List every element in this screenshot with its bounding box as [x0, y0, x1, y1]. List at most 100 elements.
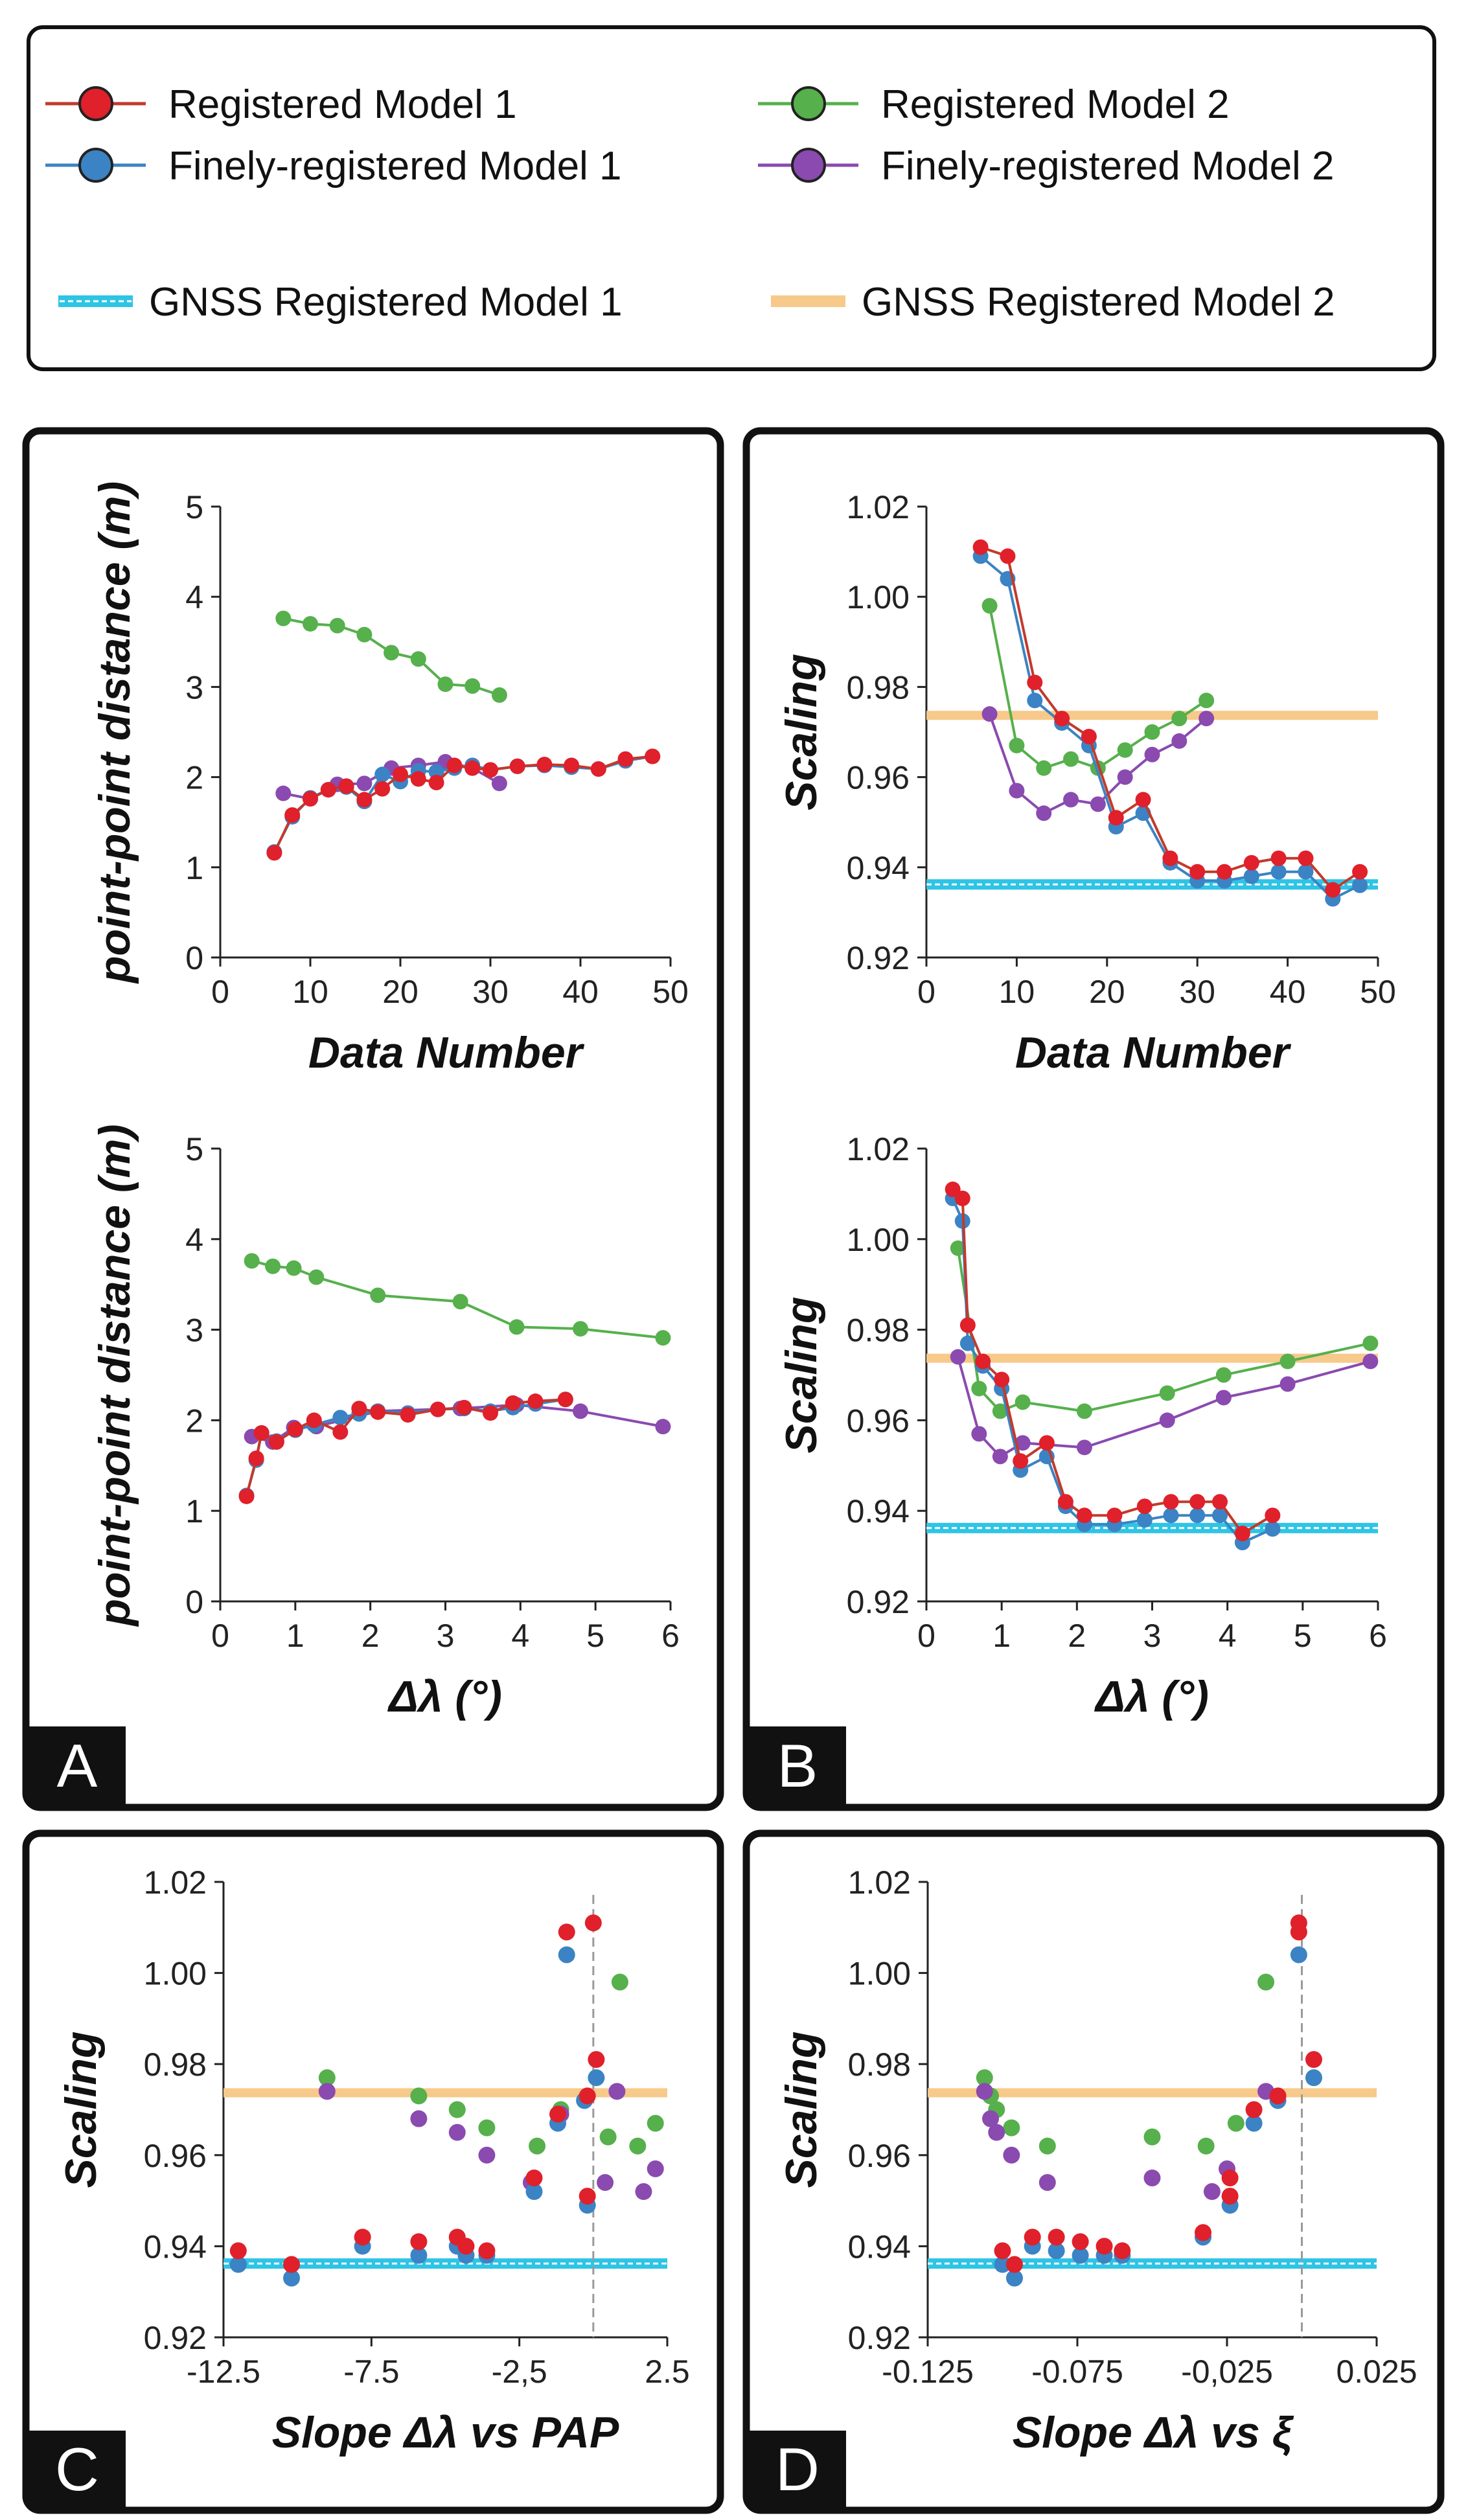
data-point-purple	[635, 2183, 652, 2201]
y-tick-label: 0	[185, 940, 203, 976]
data-point-red	[393, 766, 408, 783]
data-point-green	[1144, 724, 1160, 740]
data-point-red	[374, 781, 391, 797]
data-point-purple	[1036, 805, 1052, 821]
data-point-red	[1038, 1435, 1055, 1451]
x-tick-label: 5	[1294, 1618, 1312, 1654]
data-point-red	[283, 2256, 301, 2273]
data-point-red	[1005, 2256, 1023, 2273]
data-point-green	[286, 1260, 302, 1276]
data-point-red	[1212, 1494, 1228, 1510]
panel-letter-A: A	[29, 1726, 126, 1804]
gnss2-reference-line	[926, 1353, 1378, 1363]
y-tick-label: 1	[185, 1493, 203, 1529]
panel-C-frame	[22, 1829, 724, 2514]
data-point-red	[1054, 711, 1070, 727]
data-point-green	[303, 615, 318, 632]
legend-label-green: Registered Model 2	[881, 82, 1230, 127]
svg-text:A: A	[57, 1732, 98, 1800]
x-tick-label: 3	[437, 1618, 455, 1654]
data-point-red	[1000, 548, 1016, 564]
series-line-red	[245, 1398, 566, 1497]
x-tick-label: 0	[211, 1618, 229, 1654]
data-point-red	[1057, 1494, 1073, 1510]
data-point-green	[1215, 1367, 1232, 1383]
data-point-green	[318, 2069, 336, 2087]
y-tick-label: 0.96	[847, 1403, 910, 1439]
data-point-purple	[1015, 1435, 1031, 1451]
y-tick-label: 1	[185, 850, 203, 886]
legend-marker-purple	[791, 148, 826, 183]
data-point-blue	[1212, 1507, 1228, 1524]
data-point-red	[527, 1393, 544, 1410]
panel-B-frame	[742, 427, 1445, 1811]
chart-B2: 0.92 0.94 0.96 0.98 1.00 1.02 0 1 2 3 4 5 6 Δλ (°) Sca…	[777, 1131, 1387, 1721]
data-point-red	[954, 1190, 970, 1206]
data-point-red	[1269, 2087, 1287, 2105]
y-tick-label: 4	[185, 1222, 203, 1258]
data-point-purple	[573, 1403, 588, 1419]
legend-item-blue: Finely-registered Model 1	[45, 144, 622, 189]
data-point-blue	[1243, 868, 1259, 884]
data-point-blue	[283, 2269, 301, 2287]
data-point-red	[284, 807, 301, 823]
x-tick-label: -12.5	[187, 2354, 260, 2390]
data-point-green	[275, 610, 292, 626]
x-tick-label: 0.025	[1336, 2354, 1417, 2390]
data-point-purple	[1215, 1390, 1232, 1406]
data-point-purple	[1009, 783, 1025, 799]
data-point-green	[370, 1287, 386, 1303]
data-point-purple	[1144, 746, 1160, 762]
data-point-blue	[525, 2183, 543, 2201]
series-green	[950, 1240, 1379, 1419]
data-point-green	[452, 1294, 468, 1310]
data-point-green	[1003, 2119, 1020, 2136]
legend-marker-red	[78, 86, 113, 121]
data-point-red	[972, 539, 989, 555]
data-point-blue	[1245, 2114, 1263, 2132]
data-point-red	[505, 1395, 521, 1411]
data-point-purple	[491, 775, 507, 792]
legend-frame	[27, 25, 1436, 371]
x-tick-label: -0.075	[1031, 2354, 1123, 2390]
data-point-red	[579, 2087, 596, 2105]
data-point-purple	[1063, 792, 1079, 808]
data-point-purple	[1117, 769, 1133, 785]
y-tick-label: 0	[185, 1584, 203, 1620]
svg-text:C: C	[55, 2435, 99, 2503]
data-point-blue	[1305, 2069, 1322, 2087]
data-point-red	[994, 1371, 1010, 1388]
x-tick-label: 20	[1089, 974, 1125, 1010]
data-point-purple	[992, 1449, 1008, 1465]
data-point-green	[329, 617, 345, 634]
data-point-purple	[1362, 1353, 1379, 1369]
data-point-red	[549, 2105, 567, 2123]
data-point-purple	[647, 2160, 664, 2177]
data-point-green	[629, 2137, 647, 2155]
x-tick-label: 5	[586, 1618, 604, 1654]
data-point-green	[1197, 2137, 1215, 2155]
legend-marker-green	[791, 86, 826, 121]
data-point-blue	[1163, 1507, 1179, 1524]
data-point-purple	[1198, 711, 1215, 727]
data-point-purple	[1279, 1376, 1296, 1392]
y-tick-label: 5	[185, 1131, 203, 1167]
x-tick-label: 4	[1219, 1618, 1237, 1654]
legend-item-green: Registered Model 2	[758, 82, 1230, 127]
data-point-red	[1107, 1507, 1123, 1524]
data-point-red	[1217, 864, 1233, 880]
x-tick-label: 40	[562, 974, 599, 1010]
data-point-green	[655, 1330, 671, 1346]
y-tick-label: 0.92	[847, 1584, 910, 1620]
series-green	[275, 610, 507, 703]
panel-A-frame	[22, 427, 724, 1811]
legend-label-purple: Finely-registered Model 2	[881, 144, 1335, 189]
x-tick-label: 0	[917, 974, 935, 1010]
series-red	[229, 1914, 605, 2273]
data-point-blue	[1136, 1512, 1153, 1528]
y-tick-label: 0.96	[144, 2138, 207, 2174]
data-point-red	[456, 1399, 472, 1415]
series-red	[266, 748, 661, 861]
data-point-purple	[410, 2110, 428, 2127]
